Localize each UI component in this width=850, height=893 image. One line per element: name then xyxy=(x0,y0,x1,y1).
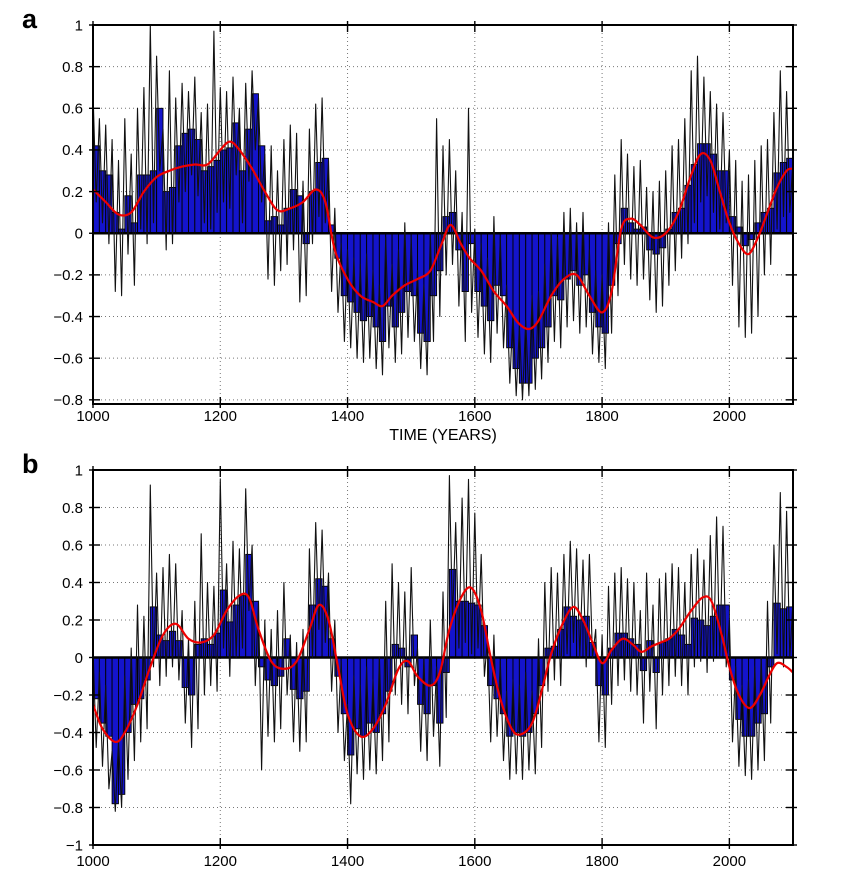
panel-a-ytick-label: −0.4 xyxy=(53,309,83,326)
panel-b-xtick-label: 1600 xyxy=(458,853,491,870)
panel-a-xtick-label: 1400 xyxy=(331,408,364,425)
panel-b-gridlines xyxy=(93,470,793,845)
panel-a-ytick-label: −0.6 xyxy=(53,350,83,367)
panel-a-tick-marks xyxy=(89,21,797,408)
bar xyxy=(130,222,138,234)
panel-b-ytick-label: 0.4 xyxy=(62,575,83,592)
panel-b-ytick-label: −0.4 xyxy=(53,725,83,742)
bar xyxy=(391,643,399,658)
bar xyxy=(264,220,272,234)
panel-a-xtick-label: 1600 xyxy=(458,408,491,425)
panel-b-letter: b xyxy=(22,449,39,479)
panel-b-smoothed-series xyxy=(93,586,793,744)
panel-a-ytick-label: 1 xyxy=(75,17,83,34)
panel-a-smoothed-series xyxy=(93,140,793,331)
panel-b-annual-series xyxy=(93,475,793,812)
bar xyxy=(398,647,406,658)
panel-b-ytick-label: −1 xyxy=(66,837,83,854)
panel-a-ytick-label: 0.6 xyxy=(62,101,83,118)
panel-b-xtick-label: 1400 xyxy=(331,853,364,870)
bar xyxy=(620,632,628,658)
bar xyxy=(627,222,635,234)
bar xyxy=(111,657,119,805)
bar xyxy=(207,643,215,658)
panel-a-ytick-label: −0.8 xyxy=(53,392,83,409)
bar xyxy=(658,642,667,658)
panel-a-annual-series xyxy=(93,25,793,401)
bar xyxy=(283,207,291,234)
panel-a-xtick-label: 1800 xyxy=(585,408,618,425)
panel-a-xtick-label: 2000 xyxy=(713,408,746,425)
bar xyxy=(162,640,170,658)
bar xyxy=(200,170,208,234)
panel-a-ytick-label: 0.4 xyxy=(62,142,83,159)
panel-b-xtick-label: 1200 xyxy=(204,853,237,870)
panel-a-ytick-label: 0.8 xyxy=(62,59,83,76)
panel-b-tick-marks xyxy=(89,466,797,849)
panel-b-ytick-label: −0.6 xyxy=(53,762,83,779)
bar xyxy=(226,621,234,658)
panel-b-ytick-label: −0.2 xyxy=(53,687,83,704)
panel-a-xtick-label: 1200 xyxy=(204,408,237,425)
panel-a-ytick-label: 0.2 xyxy=(62,184,83,201)
panel-a-xtick-label: 1000 xyxy=(76,408,109,425)
bar xyxy=(188,128,196,234)
panel-a-ytick-label: 0 xyxy=(75,225,83,242)
panel-b-ytick-label: 0.8 xyxy=(62,500,83,517)
panel-a-frame xyxy=(92,24,794,405)
bar xyxy=(525,232,533,384)
bar xyxy=(684,643,692,658)
bar xyxy=(665,638,673,658)
panel-a-xaxis-title: TIME (YEARS) xyxy=(389,427,497,444)
panel-b-xtick-label: 1000 xyxy=(76,853,109,870)
panel-b-xtick-label: 2000 xyxy=(713,853,746,870)
panel-b-ytick-label: 1 xyxy=(75,462,83,479)
bar xyxy=(213,632,221,658)
panel-b-ytick-label: 0.6 xyxy=(62,537,83,554)
panel-b-xtick-label: 1800 xyxy=(585,853,618,870)
panel-a-ytick-label: −0.2 xyxy=(53,267,83,284)
panel-a-letter: a xyxy=(22,4,38,34)
panel-b-ytick-label: 0.2 xyxy=(62,612,83,629)
panel-b-ytick-label: −0.8 xyxy=(53,800,83,817)
bar xyxy=(678,634,686,658)
panel-b-ytick-label: 0 xyxy=(75,650,83,667)
